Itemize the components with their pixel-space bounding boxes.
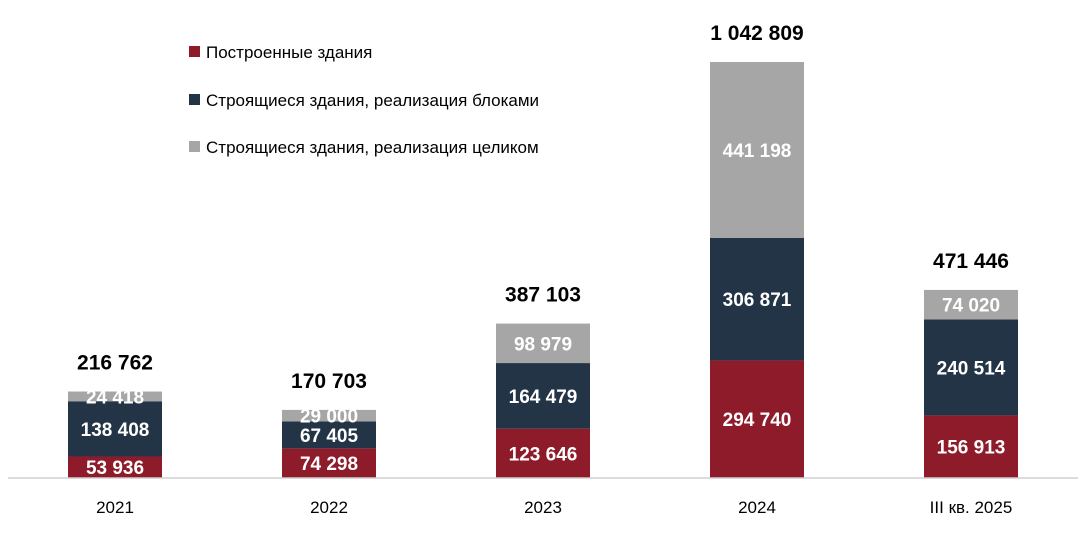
legend-label: Построенные здания (206, 43, 372, 62)
bar-segment-2-3 (496, 363, 590, 429)
total-label: 170 703 (291, 370, 367, 393)
data-label: 164 479 (509, 387, 578, 408)
data-label: 123 646 (509, 444, 578, 465)
total-label: 471 446 (933, 250, 1009, 273)
total-label: 1 042 809 (710, 22, 803, 45)
x-tick-label: 2022 (310, 498, 348, 517)
x-tick-label: 2024 (738, 498, 776, 517)
data-label: 156 913 (937, 438, 1006, 459)
legend-swatch (189, 46, 200, 57)
data-label: 138 408 (81, 420, 150, 441)
bar-segment-1-3 (496, 428, 590, 478)
x-tick-label: III кв. 2025 (930, 498, 1013, 517)
bar-segment-2-1 (68, 401, 162, 457)
total-label: 216 762 (77, 352, 153, 375)
bar-segment-3-4 (710, 62, 804, 239)
legend-item-3: Строящиеся здания, реализация целиком (189, 138, 539, 157)
data-label: 240 514 (937, 358, 1006, 379)
bar-segment-1-4 (710, 360, 804, 478)
bar-segment-3-5 (924, 289, 1018, 320)
legend-label: Строящиеся здания, реализация блоками (206, 91, 539, 110)
legend: Построенные здания Строящиеся здания, реа… (189, 43, 539, 157)
bar-segment-3-3 (496, 323, 590, 364)
x-tick-label: 2021 (96, 498, 134, 517)
bar-segment-1-1 (68, 456, 162, 478)
legend-swatch (189, 141, 200, 152)
bar-segment-2-2 (282, 421, 376, 449)
data-label: 53 936 (86, 458, 144, 479)
bar-segment-1-5 (924, 415, 1018, 478)
legend-item-1: Построенные здания (189, 43, 372, 62)
data-label: 74 020 (942, 296, 1000, 317)
data-label: 306 871 (723, 290, 792, 311)
data-label: 98 979 (514, 334, 572, 355)
legend-swatch (189, 94, 200, 105)
legend-item-2: Строящиеся здания, реализация блоками (189, 91, 539, 110)
legend-label: Строящиеся здания, реализация целиком (206, 138, 539, 157)
bar-segment-3-2 (282, 409, 376, 422)
x-axis-ticks: 2021 2022 2023 2024 III кв. 2025 (96, 498, 1012, 517)
bar-segment-2-4 (710, 238, 804, 361)
data-label: 74 298 (300, 454, 358, 475)
bar-segment-1-2 (282, 448, 376, 478)
data-label: 29 000 (300, 407, 358, 428)
data-label: 24 418 (86, 387, 144, 408)
x-tick-label: 2023 (524, 498, 562, 517)
total-label: 387 103 (505, 284, 581, 307)
bar-segment-2-5 (924, 319, 1018, 416)
data-label: 67 405 (300, 426, 359, 447)
data-label: 294 740 (723, 410, 792, 431)
data-label: 441 198 (723, 141, 792, 162)
bar-segment-3-1 (68, 391, 162, 402)
